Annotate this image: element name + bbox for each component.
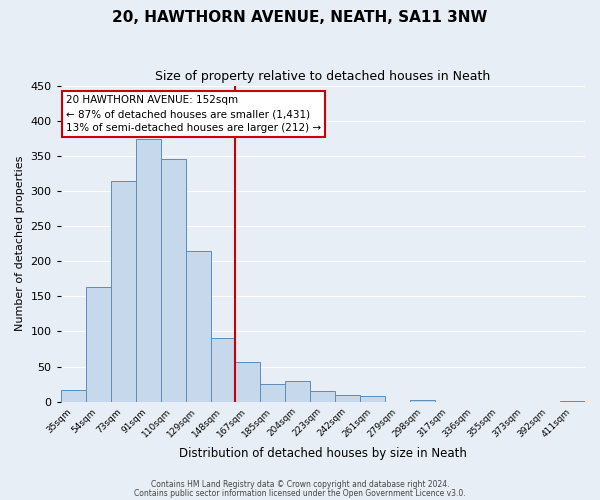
Bar [560, 401, 585, 402]
Bar [61, 390, 86, 402]
Bar [361, 396, 385, 402]
Bar [310, 391, 335, 402]
Bar [86, 287, 110, 402]
Bar [410, 400, 435, 402]
Bar [260, 384, 286, 402]
Bar [211, 338, 235, 402]
Bar [286, 382, 310, 402]
Bar [235, 362, 260, 402]
Bar [161, 160, 185, 402]
Text: Contains HM Land Registry data © Crown copyright and database right 2024.: Contains HM Land Registry data © Crown c… [151, 480, 449, 489]
Text: 20 HAWTHORN AVENUE: 152sqm
← 87% of detached houses are smaller (1,431)
13% of s: 20 HAWTHORN AVENUE: 152sqm ← 87% of deta… [66, 95, 321, 133]
Bar [110, 181, 136, 402]
Bar [185, 250, 211, 402]
Bar [335, 394, 361, 402]
Text: 20, HAWTHORN AVENUE, NEATH, SA11 3NW: 20, HAWTHORN AVENUE, NEATH, SA11 3NW [112, 10, 488, 25]
Text: Contains public sector information licensed under the Open Government Licence v3: Contains public sector information licen… [134, 488, 466, 498]
Y-axis label: Number of detached properties: Number of detached properties [15, 156, 25, 332]
X-axis label: Distribution of detached houses by size in Neath: Distribution of detached houses by size … [179, 447, 467, 460]
Title: Size of property relative to detached houses in Neath: Size of property relative to detached ho… [155, 70, 490, 83]
Bar [136, 139, 161, 402]
